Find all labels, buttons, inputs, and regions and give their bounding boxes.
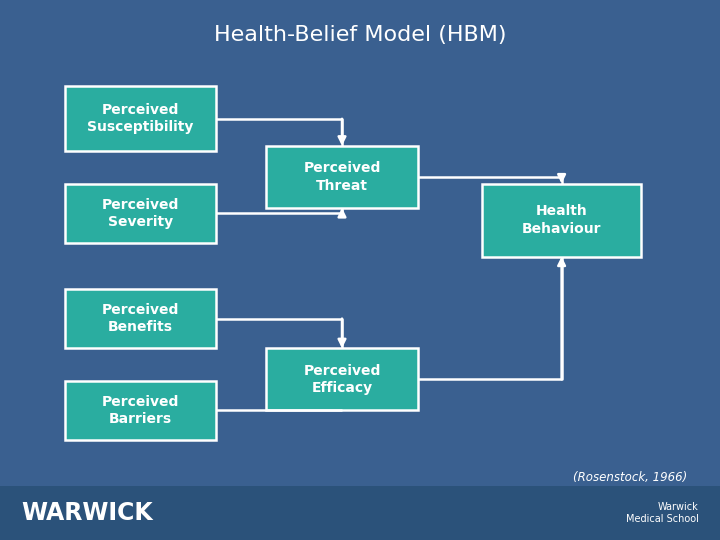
FancyBboxPatch shape bbox=[266, 146, 418, 208]
Text: Perceived
Efficacy: Perceived Efficacy bbox=[303, 364, 381, 395]
FancyBboxPatch shape bbox=[266, 348, 418, 410]
FancyBboxPatch shape bbox=[65, 381, 216, 440]
Text: (Rosenstock, 1966): (Rosenstock, 1966) bbox=[573, 471, 688, 484]
FancyBboxPatch shape bbox=[65, 86, 216, 151]
FancyBboxPatch shape bbox=[65, 184, 216, 243]
FancyBboxPatch shape bbox=[482, 184, 641, 256]
Text: Health-Belief Model (HBM): Health-Belief Model (HBM) bbox=[214, 25, 506, 45]
Text: Perceived
Barriers: Perceived Barriers bbox=[102, 395, 179, 426]
Text: Perceived
Threat: Perceived Threat bbox=[303, 161, 381, 192]
Text: Perceived
Susceptibility: Perceived Susceptibility bbox=[87, 103, 194, 134]
Text: WARWICK: WARWICK bbox=[22, 501, 153, 525]
Text: Warwick
Medical School: Warwick Medical School bbox=[626, 502, 698, 524]
Text: Perceived
Benefits: Perceived Benefits bbox=[102, 303, 179, 334]
FancyBboxPatch shape bbox=[65, 289, 216, 348]
Text: Perceived
Severity: Perceived Severity bbox=[102, 198, 179, 229]
Text: Health
Behaviour: Health Behaviour bbox=[522, 205, 601, 235]
Bar bbox=[0, 486, 720, 540]
